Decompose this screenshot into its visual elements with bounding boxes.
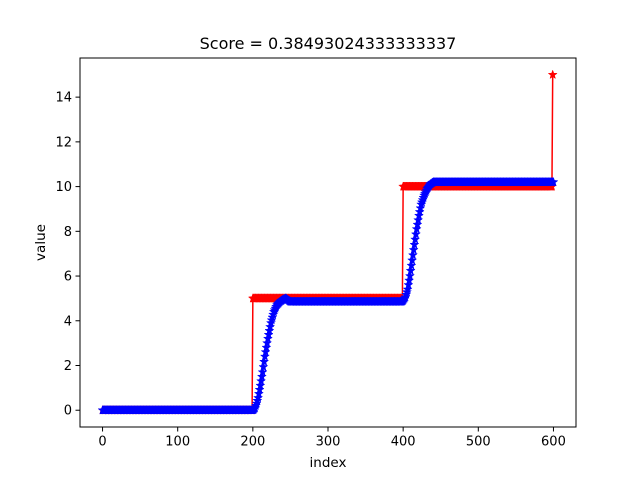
- x-tick-label: 0: [98, 435, 106, 450]
- y-tick-label: 12: [55, 135, 72, 150]
- x-tick-label: 500: [466, 435, 491, 450]
- series-2: [97, 176, 559, 415]
- y-tick-label: 10: [55, 180, 72, 195]
- y-tick-label: 8: [64, 225, 72, 240]
- chart-title: Score = 0.38493024333333337: [200, 34, 457, 53]
- data-point: [548, 176, 559, 187]
- y-tick-label: 0: [64, 404, 72, 419]
- x-tick-label: 200: [240, 435, 265, 450]
- x-tick-label: 400: [391, 435, 416, 450]
- x-tick-label: 100: [165, 435, 190, 450]
- data-point: [547, 69, 558, 80]
- y-tick-label: 2: [64, 359, 72, 374]
- y-axis-label: value: [33, 224, 49, 261]
- axis-ticks: 0 100 200 300 400 500 600 0 2 4 6 8 10 12 14: [55, 91, 565, 450]
- x-axis-label: index: [310, 455, 347, 471]
- y-tick-label: 4: [64, 314, 72, 329]
- x-tick-label: 600: [541, 435, 566, 450]
- x-tick-label: 300: [316, 435, 341, 450]
- y-tick-label: 14: [55, 91, 72, 106]
- plot-area: [97, 69, 559, 415]
- y-tick-label: 6: [64, 270, 72, 285]
